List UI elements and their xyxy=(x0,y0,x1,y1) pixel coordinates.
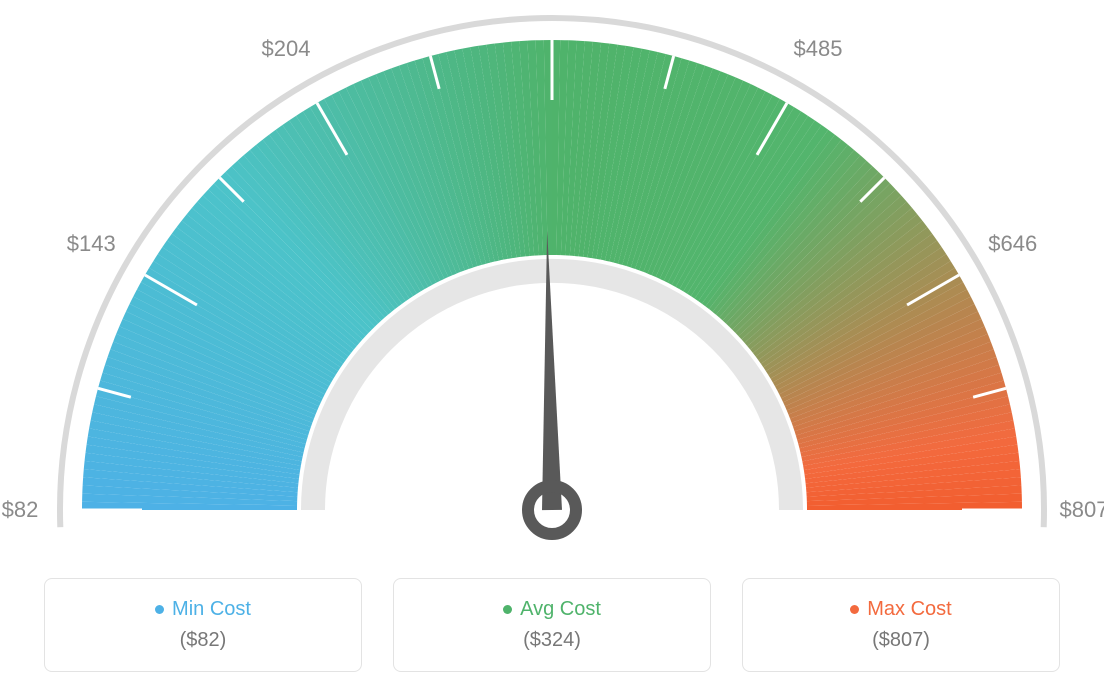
legend-avg-label-row: Avg Cost xyxy=(503,598,601,621)
dot-icon xyxy=(503,605,512,614)
legend-max-label: Max Cost xyxy=(867,598,951,621)
legend-min-value: ($82) xyxy=(180,629,227,652)
gauge-tick-label: $143 xyxy=(67,231,116,257)
legend-max-value: ($807) xyxy=(872,629,930,652)
legend-row: Min Cost ($82) Avg Cost ($324) Max Cost … xyxy=(0,578,1104,672)
gauge-tick-label: $82 xyxy=(2,497,39,523)
dot-icon xyxy=(850,605,859,614)
legend-max-label-row: Max Cost xyxy=(850,598,951,621)
gauge-tick-label: $646 xyxy=(988,231,1037,257)
legend-min-label-row: Min Cost xyxy=(155,598,251,621)
gauge-tick-label: $807 xyxy=(1060,497,1104,523)
cost-gauge: $82$143$204$324$485$646$807 xyxy=(0,0,1104,560)
dot-icon xyxy=(155,605,164,614)
gauge-svg xyxy=(0,0,1104,560)
gauge-tick-label: $204 xyxy=(262,36,311,62)
legend-avg-label: Avg Cost xyxy=(520,598,601,621)
legend-card-max: Max Cost ($807) xyxy=(742,578,1060,672)
legend-avg-value: ($324) xyxy=(523,629,581,652)
legend-min-label: Min Cost xyxy=(172,598,251,621)
gauge-tick-label: $485 xyxy=(794,36,843,62)
legend-card-min: Min Cost ($82) xyxy=(44,578,362,672)
legend-card-avg: Avg Cost ($324) xyxy=(393,578,711,672)
